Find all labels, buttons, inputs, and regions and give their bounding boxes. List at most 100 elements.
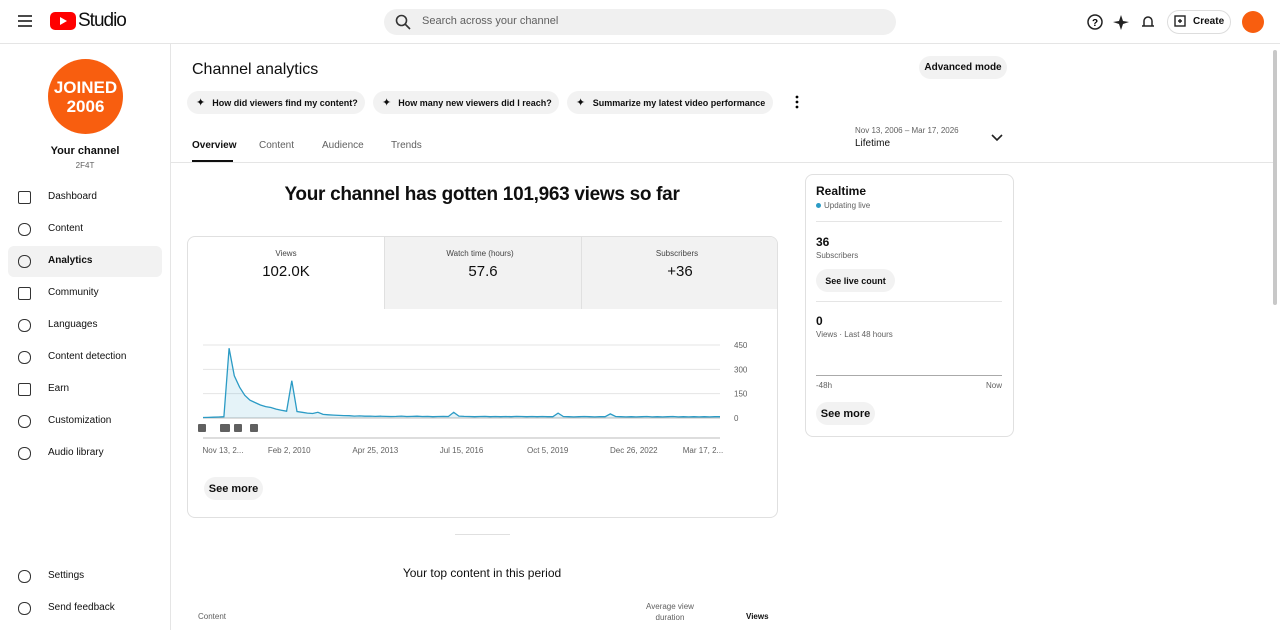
column-header: Content — [198, 612, 227, 621]
nav-item[interactable]: Earn — [48, 383, 70, 394]
metric-label: Watch time (hours) — [446, 249, 514, 258]
subscriber-label: Subscribers — [816, 251, 859, 260]
live-count-button[interactable]: See live count — [816, 269, 895, 292]
x-tick-label: Feb 2, 2010 — [268, 446, 311, 455]
realtime-axis — [816, 375, 1002, 376]
metric-label: Views — [275, 249, 297, 258]
logo[interactable] — [50, 12, 76, 30]
chart-control — [220, 424, 230, 432]
y-tick-label: 0 — [734, 414, 739, 423]
tab[interactable]: Content — [259, 140, 295, 151]
chart-control — [250, 424, 258, 432]
top-content-title: Your top content in this period — [402, 566, 562, 580]
product-name: Studio — [78, 10, 127, 31]
search-placeholder: Search across your channel — [422, 15, 559, 27]
tab[interactable]: Overview — [192, 140, 237, 151]
nav-icon — [18, 602, 31, 615]
prompt-chip[interactable]: How did viewers find my content? — [187, 91, 365, 114]
x-tick-label: Mar 17, 2... — [683, 446, 723, 455]
subscriber-count: 36 — [816, 235, 830, 249]
avatar-line: 2006 — [66, 96, 105, 116]
scrollbar[interactable] — [1273, 50, 1277, 305]
advanced-button[interactable]: Advanced mode — [919, 56, 1007, 79]
realtime-title: Realtime — [816, 184, 867, 198]
more-icon[interactable] — [794, 95, 800, 109]
x-tick-label: Jul 15, 2016 — [440, 446, 484, 455]
y-tick-label: 300 — [734, 365, 748, 374]
x-tick-label: Apr 25, 2013 — [352, 446, 398, 455]
metric-value: +36 — [667, 263, 693, 280]
column-header: Average view duration — [646, 602, 694, 622]
nav-icon — [18, 570, 31, 583]
prompt-chip[interactable]: Summarize my latest video performance — [567, 91, 773, 114]
nav-icon — [18, 191, 31, 204]
tab[interactable]: Trends — [391, 140, 422, 151]
tabs-divider — [170, 162, 1274, 163]
see-more-button[interactable]: See more — [816, 402, 875, 425]
separator — [455, 534, 510, 535]
create-label: Create — [1193, 16, 1225, 27]
view-label: Views · Last 48 hours — [816, 330, 893, 339]
nav-icon — [18, 287, 31, 300]
avatar-line: JOINED — [53, 77, 118, 97]
nav-icon — [18, 415, 31, 428]
menu-icon[interactable] — [18, 14, 32, 28]
metric-tab[interactable] — [582, 237, 777, 309]
overview-card: Views 102.0K Watch time (hours) 57.6 Subscri… — [187, 236, 778, 518]
period[interactable]: Lifetime — [855, 138, 891, 149]
x-tick-label: Dec 26, 2022 — [610, 446, 658, 455]
svg-text:?: ? — [1092, 18, 1098, 29]
nav-icon — [18, 223, 31, 236]
nav-item[interactable]: Dashboard — [48, 191, 97, 202]
nav-icon — [18, 319, 31, 332]
nav-item[interactable]: Customization — [48, 415, 112, 426]
nav-item[interactable]: Settings — [48, 570, 85, 581]
nav-item[interactable]: Languages — [48, 319, 98, 330]
view-count: 0 — [816, 314, 823, 328]
views-chart: 0 150 300 450 Nov 13, 2... Feb 2, 2010 Apr 25,… — [198, 341, 748, 455]
nav-icon — [18, 255, 31, 268]
nav-item[interactable]: Content — [48, 223, 84, 234]
prompt-chip[interactable]: How many new viewers did I reach? — [373, 91, 559, 114]
chart-control — [198, 424, 206, 432]
header-icons[interactable]: ? — [1086, 13, 1166, 31]
area — [203, 348, 720, 418]
channel-avatar[interactable]: JOINED 2006 — [48, 59, 123, 134]
channel-handle: 2F4T — [75, 161, 95, 170]
line — [202, 348, 720, 419]
nav-item[interactable]: Audio library — [48, 447, 104, 458]
metric-tab[interactable] — [385, 237, 582, 309]
metric-value: 57.6 — [468, 263, 498, 280]
metric-tab[interactable] — [188, 237, 385, 309]
create-icon — [1174, 15, 1186, 27]
realtime-status: Updating live — [824, 201, 871, 210]
date-range: Nov 13, 2006 – Mar 17, 2026 — [855, 126, 959, 135]
nav-icon — [18, 383, 31, 396]
headline: Your channel has gotten 101,963 views so… — [284, 184, 680, 205]
tab[interactable]: Audience — [322, 140, 364, 151]
nav-item[interactable]: Community — [48, 287, 99, 298]
see-more-button[interactable]: See more — [204, 477, 263, 500]
spark-icon: ✦ — [196, 97, 206, 109]
column-header: Views — [746, 612, 769, 621]
nav-icon — [18, 447, 31, 460]
page-title: Channel analytics — [192, 61, 319, 78]
nav-item[interactable]: Content detection — [48, 351, 127, 362]
chevron[interactable] — [991, 134, 1003, 142]
x-tick-label: Oct 5, 2019 — [527, 446, 569, 455]
metric-value: 102.0K — [262, 263, 310, 280]
nav-item[interactable]: Analytics — [48, 255, 93, 266]
channel-title: Your channel — [50, 145, 120, 157]
spark-icon: ✦ — [382, 97, 392, 109]
metric-label: Subscribers — [655, 249, 699, 258]
account-avatar[interactable] — [1242, 11, 1264, 33]
nav-item[interactable]: Send feedback — [48, 602, 115, 613]
spark-icon: ✦ — [576, 97, 586, 109]
create-button[interactable] — [1167, 10, 1231, 34]
search-icon — [395, 14, 411, 30]
realtime-card — [805, 174, 1014, 437]
search-box[interactable] — [384, 9, 896, 35]
top-bar — [0, 0, 1280, 44]
x-tick-label: Nov 13, 2... — [203, 446, 244, 455]
divider — [816, 221, 1002, 222]
